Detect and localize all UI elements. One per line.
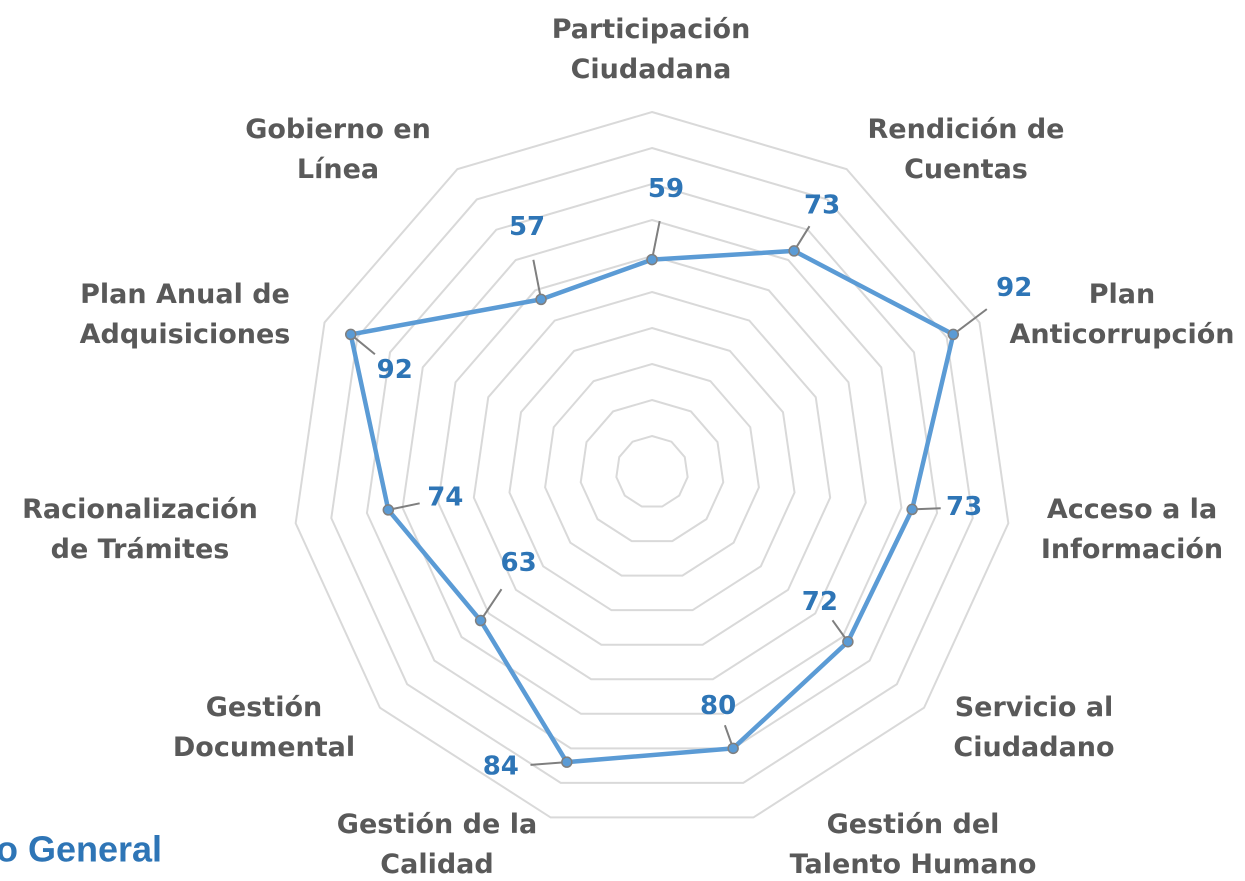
axis-label: Participación Ciudadana: [552, 14, 751, 85]
axis-label: Gestión Documental: [173, 692, 355, 763]
grid-ring: [330, 146, 974, 784]
grid-ring: [401, 218, 903, 715]
grid-ring: [508, 326, 796, 612]
data-label: 59: [648, 174, 684, 204]
data-point: [561, 756, 573, 768]
axis-label: Plan Anticorrupción: [1009, 279, 1234, 350]
grid-ring: [472, 290, 832, 646]
leader-line: [530, 761, 567, 766]
data-label: 63: [501, 548, 537, 578]
grid-ring: [544, 362, 760, 577]
data-label: 72: [802, 587, 838, 617]
axis-label: Rendición de Cuentas: [868, 114, 1065, 185]
axis-label: Plan Anual de Adquisiciones: [80, 279, 291, 350]
grid-ring: [579, 398, 725, 543]
data-point: [474, 614, 487, 627]
grid-ring: [294, 110, 1010, 819]
data-point: [947, 328, 960, 341]
leader-line: [532, 259, 543, 300]
grid-ring: [615, 434, 689, 508]
axis-label: Gestión de la Calidad: [337, 809, 537, 880]
data-point: [535, 293, 547, 306]
data-label: 80: [700, 691, 736, 721]
grid-ring: [437, 254, 867, 681]
data-point: [646, 253, 658, 266]
caption: o General: [0, 829, 162, 870]
data-label: 74: [427, 482, 463, 512]
grid-ring: [365, 182, 939, 750]
data-label: 92: [377, 355, 413, 385]
data-label: 73: [946, 492, 982, 522]
data-point: [727, 742, 739, 755]
data-point: [382, 504, 395, 516]
leader-line: [952, 308, 988, 336]
axis-label: Gobierno en Línea: [245, 114, 431, 185]
axis-label: Racionalización de Trámites: [22, 494, 258, 565]
axis-label: Acceso a la Información: [1041, 494, 1223, 565]
data-point: [842, 635, 854, 648]
leader-line: [479, 588, 503, 622]
data-point: [344, 328, 357, 341]
axis-label: Servicio al Ciudadano: [953, 692, 1114, 763]
data-label: 57: [509, 212, 545, 242]
axis-label: Gestión del Talento Humano: [790, 809, 1037, 880]
radar-line: [348, 248, 956, 765]
data-label: 92: [996, 273, 1032, 303]
leader-line: [651, 220, 661, 260]
data-point: [906, 503, 918, 516]
data-point: [788, 245, 800, 257]
data-label: 73: [804, 190, 840, 220]
data-label: 84: [483, 752, 519, 782]
